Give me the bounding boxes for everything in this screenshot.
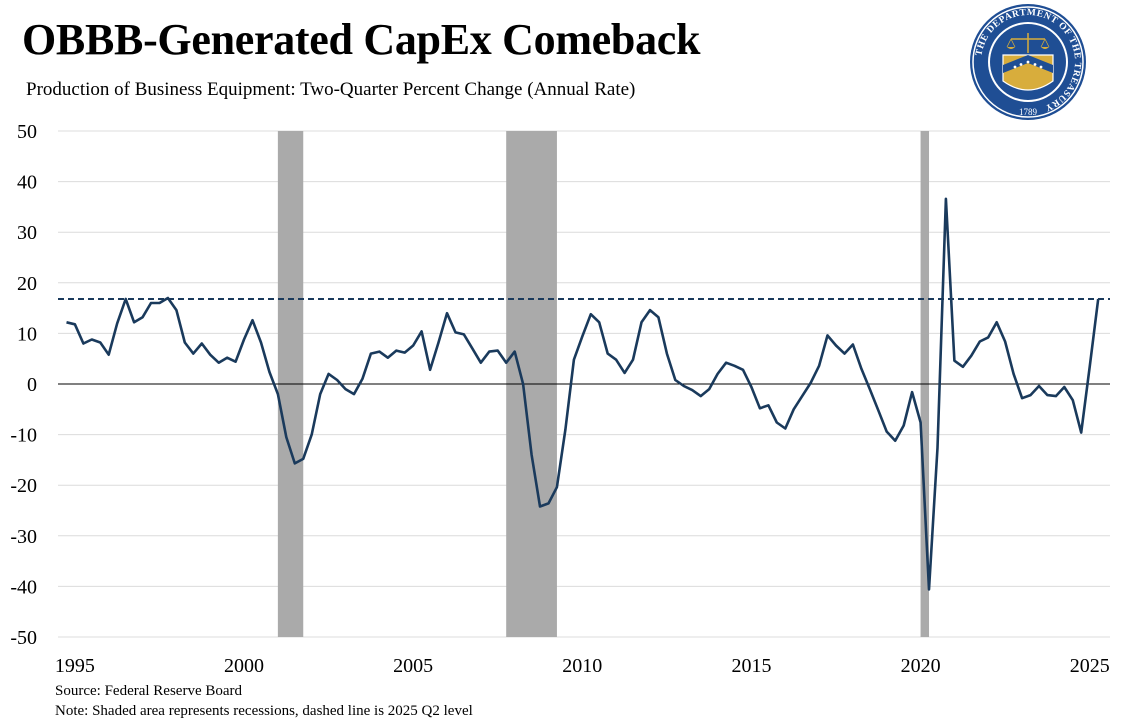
x-tick-label: 2015 — [731, 655, 771, 677]
y-tick-label: -10 — [10, 425, 37, 447]
recession-note: Note: Shaded area represents recessions,… — [55, 703, 473, 719]
gridlines — [58, 130, 1110, 638]
y-tick-label: -30 — [10, 526, 37, 548]
treasury-seal-icon: THE DEPARTMENT OF THE TREASURY 1789 — [970, 4, 1086, 120]
x-tick-label: 2000 — [224, 655, 264, 677]
chart-title: OBBB-Generated CapEx Comeback — [22, 15, 701, 64]
series-line — [66, 197, 1100, 591]
y-tick-label: 0 — [27, 374, 37, 396]
y-tick-label: 40 — [17, 172, 37, 194]
x-tick-label: 2010 — [562, 655, 602, 677]
y-tick-label: -40 — [10, 576, 37, 598]
y-tick-label: -50 — [10, 627, 37, 649]
source-note: Source: Federal Reserve Board — [55, 683, 243, 699]
x-tick-label: 2025 — [1070, 655, 1110, 677]
chart-subtitle: Production of Business Equipment: Two-Qu… — [26, 79, 636, 100]
x-tick-label: 1995 — [55, 655, 95, 677]
series-line-layer — [66, 197, 1100, 591]
y-tick-label: -20 — [10, 475, 37, 497]
y-axis-ticks: 50 40 30 20 10 0 -10 -20 -30 -40 -50 — [10, 121, 37, 649]
seal-year: 1789 — [1019, 107, 1038, 117]
y-tick-label: 50 — [17, 121, 37, 143]
x-tick-label: 2005 — [393, 655, 433, 677]
x-axis-ticks: 1995 2000 2005 2010 2015 2020 2025 — [55, 655, 1110, 677]
y-tick-label: 30 — [17, 222, 37, 244]
x-tick-label: 2020 — [901, 655, 941, 677]
y-tick-label: 10 — [17, 323, 37, 345]
y-tick-label: 20 — [17, 273, 37, 295]
